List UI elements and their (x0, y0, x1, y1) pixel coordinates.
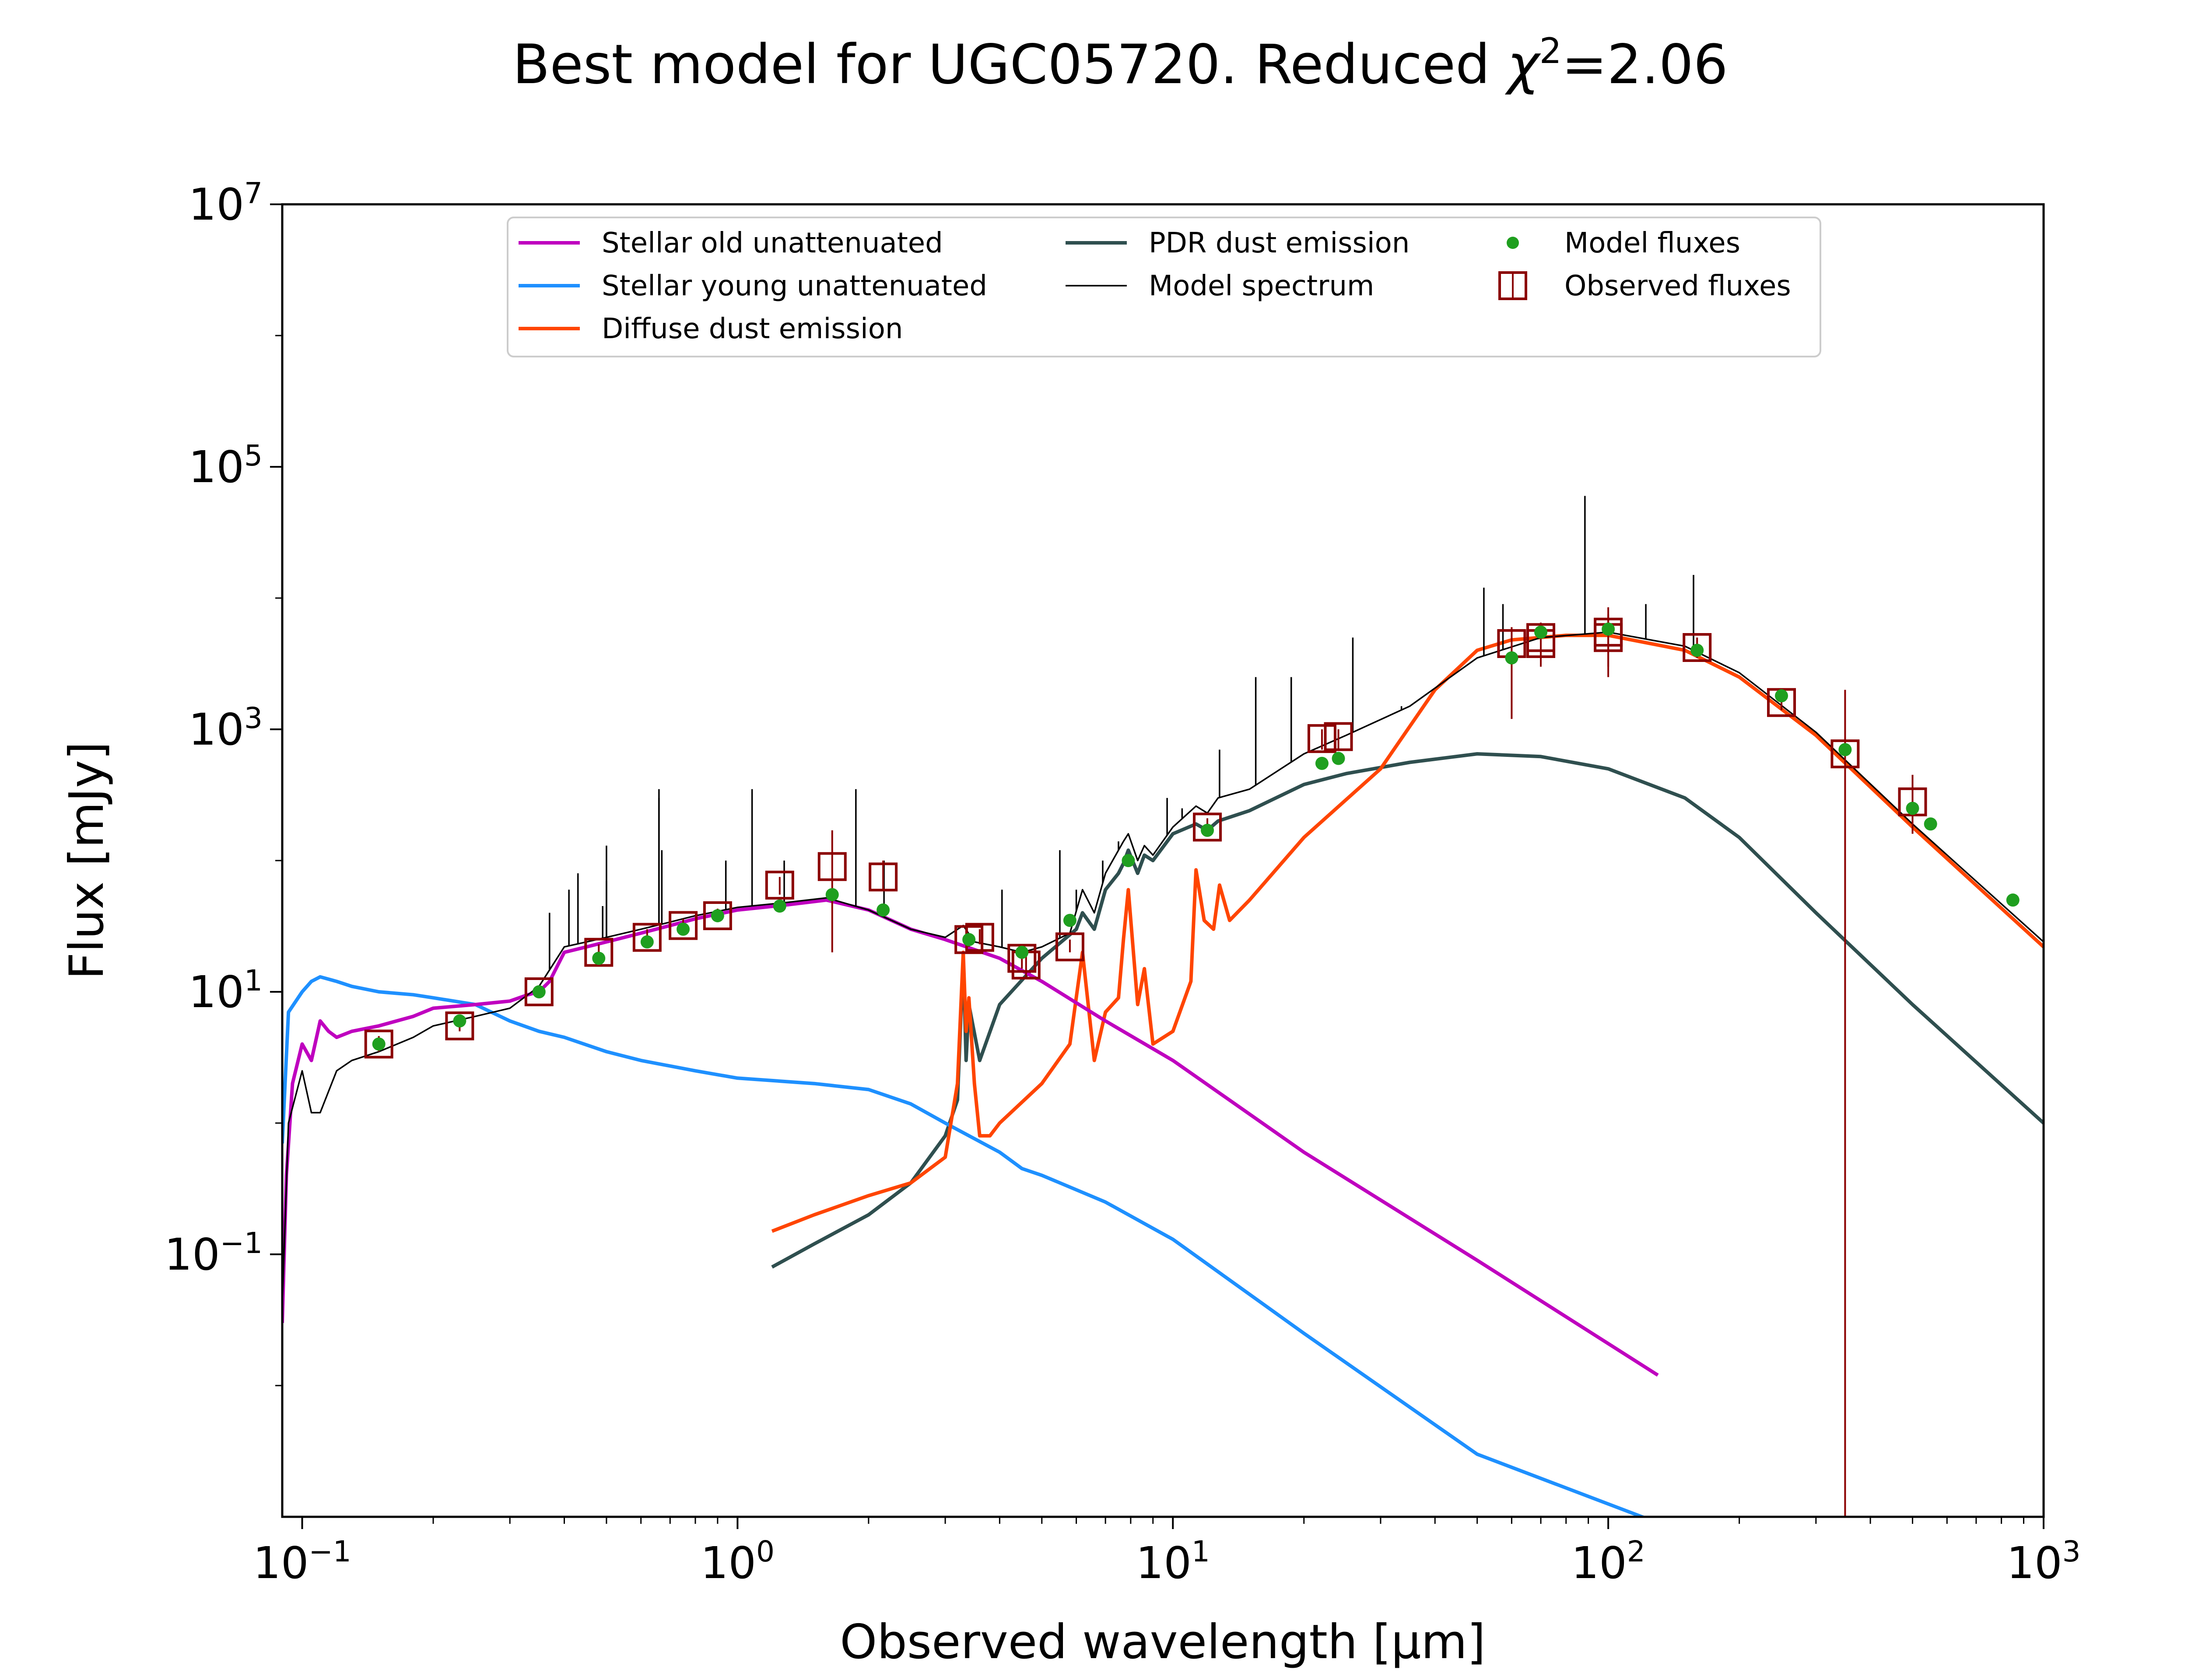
y-axis-label: Flux [mJy] (60, 742, 114, 980)
observed-flux-point (1594, 607, 1623, 667)
legend-item-model-fluxes: Model fluxes (1507, 227, 1740, 259)
model-flux-point (1015, 945, 1029, 959)
legend-item-model-spectrum: Model spectrum (1066, 270, 1374, 302)
observed-flux-box (1898, 787, 1927, 816)
model-flux-point (1838, 743, 1852, 756)
observed-flux-box (584, 938, 614, 967)
x-tick-label: 103 (2006, 1535, 2080, 1589)
markers-layer (364, 607, 2020, 1517)
legend-label: Model spectrum (1149, 270, 1374, 302)
legend-item-pdr-dust: PDR dust emission (1066, 227, 1410, 259)
legend-swatch (1507, 237, 1519, 249)
model-flux-point (1602, 622, 1615, 636)
observed-flux-box (869, 862, 898, 892)
observed-flux-box (765, 871, 794, 900)
model-flux-point (962, 933, 976, 946)
model-flux-point (1906, 802, 1919, 815)
model-flux-point (677, 922, 690, 936)
observed-flux-point (1055, 932, 1084, 962)
legend-label: PDR dust emission (1149, 227, 1410, 259)
legend-label: Observed fluxes (1564, 270, 1791, 302)
legend-label: Model fluxes (1564, 227, 1740, 259)
observed-flux-box (1307, 724, 1336, 753)
observed-flux-point (765, 871, 794, 900)
model-flux-point (372, 1037, 386, 1051)
legend-label: Stellar young unattenuated (602, 270, 987, 302)
observed-flux-box (1324, 722, 1353, 751)
model-flux-point (1775, 689, 1788, 703)
legend-label: Diffuse dust emission (602, 313, 903, 345)
model-flux-point (1063, 914, 1076, 927)
model-flux-point (711, 909, 724, 923)
series-stellar-young (282, 975, 1647, 1517)
model-flux-point (773, 900, 786, 913)
chi-exponent: 2 (1539, 31, 1562, 71)
model-flux-point (1924, 817, 1937, 831)
model-flux-point (1332, 752, 1345, 765)
observed-flux-box (364, 1029, 393, 1059)
observed-flux-box (669, 911, 698, 940)
model-flux-point (825, 888, 839, 901)
model-flux-point (592, 952, 606, 965)
x-axis-label: Observed wavelength [μm] (840, 1615, 1486, 1670)
model-flux-point (1122, 854, 1135, 867)
model-flux-point (877, 903, 890, 917)
observed-flux-point (1830, 690, 1860, 1517)
legend-item-stellar-old: Stellar old unattenuated (519, 227, 943, 259)
observed-flux-box (445, 1011, 474, 1040)
model-flux-point (1505, 651, 1518, 665)
model-flux-point (1201, 823, 1214, 837)
observed-flux-point (1324, 722, 1353, 751)
series-model-spectrum (282, 631, 2044, 1307)
observed-flux-box (1055, 932, 1084, 962)
observed-flux-box (1830, 739, 1860, 769)
observed-flux-box (1526, 623, 1556, 652)
legend-frame (507, 217, 1821, 357)
observed-flux-box (1683, 633, 1712, 662)
model-flux-point (1315, 756, 1329, 770)
observed-flux-point (1307, 724, 1336, 753)
model-flux-point (1690, 644, 1704, 657)
legend: Stellar old unattenuated Stellar young un… (507, 217, 1821, 357)
model-flux-point (640, 935, 654, 948)
observed-flux-box (524, 977, 554, 1006)
chi-symbol: χ (1504, 33, 1541, 96)
observed-flux-box (1193, 812, 1222, 842)
x-tick-label: 102 (1571, 1535, 1645, 1589)
observed-flux-box (817, 852, 847, 881)
legend-item-observed-fluxes: Observed fluxes (1498, 270, 1791, 302)
legend-item-stellar-young: Stellar young unattenuated (519, 270, 987, 302)
model-flux-point (532, 985, 546, 998)
observed-flux-box (703, 901, 732, 931)
legend-item-diffuse-dust: Diffuse dust emission (519, 313, 903, 345)
chart-title: Best model for UGC05720. Reduced χ2=2.06 (512, 31, 1728, 97)
observed-flux-box (632, 923, 662, 952)
legend-label: Stellar old unattenuated (602, 227, 943, 259)
model-flux-point (1534, 625, 1548, 639)
model-flux-point (453, 1014, 466, 1028)
observed-flux-box (954, 925, 984, 954)
observed-flux-point (869, 861, 898, 892)
observed-flux-box (1007, 944, 1037, 973)
x-tick-label: 100 (701, 1535, 775, 1589)
series-stellar-old (282, 898, 1659, 1377)
series-diffuse-dust (771, 634, 2044, 1233)
observed-flux-box (1594, 617, 1623, 647)
model-flux-point (2006, 893, 2020, 907)
